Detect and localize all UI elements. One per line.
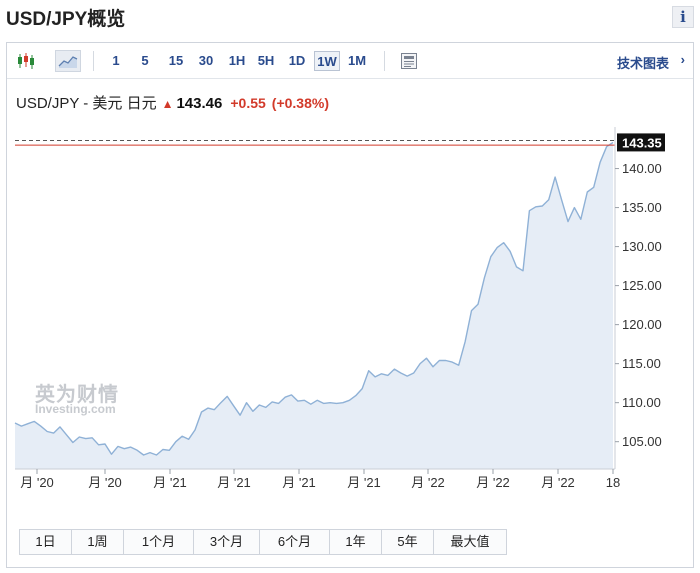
- x-tick-label: 月 '22: [411, 475, 445, 490]
- area-chart-icon[interactable]: [55, 50, 81, 72]
- y-tick-label: 125.00: [622, 278, 662, 293]
- range-1w-button[interactable]: 1周: [72, 530, 124, 554]
- tech-chart-link[interactable]: 技术图表: [616, 56, 669, 71]
- interval-15[interactable]: 15: [168, 53, 184, 68]
- last-price: 143.46: [176, 95, 223, 112]
- page-title: USD/JPY概览: [6, 9, 126, 30]
- interval-1w[interactable]: 1W: [314, 51, 340, 71]
- watermark-en: Investing.com: [35, 402, 116, 416]
- up-arrow-icon: ▲: [161, 97, 174, 111]
- range-1y-button[interactable]: 1年: [330, 530, 382, 554]
- x-tick-label: 月 '20: [88, 475, 122, 490]
- toolbar-divider: [384, 51, 385, 71]
- x-tick-label: 月 '22: [476, 475, 510, 490]
- investing-watermark: 英为财情 Investing.com: [35, 385, 119, 415]
- y-tick-label: 120.00: [622, 317, 662, 332]
- price-area: [15, 142, 613, 469]
- y-tick-label: 130.00: [622, 239, 662, 254]
- interval-30[interactable]: 30: [198, 53, 214, 68]
- x-tick-label: 月 '21: [347, 475, 381, 490]
- range-max-button[interactable]: 最大值: [434, 530, 506, 554]
- interval-1m[interactable]: 1M: [347, 53, 367, 68]
- chart-toolbar: 1 5 15 30 1H 5H 1D 1W 1M 技术图表 ›: [7, 43, 693, 79]
- price-change: +0.55: [230, 95, 266, 111]
- price-chart[interactable]: 105.00 110.00 115.00 120.00 125.00 130.00 135.…: [7, 43, 693, 508]
- toolbar-divider: [93, 51, 94, 71]
- interval-1[interactable]: 1: [112, 53, 120, 68]
- chart-panel: 1 5 15 30 1H 5H 1D 1W 1M 技术图表 › USD/JPY …: [6, 42, 694, 568]
- candlestick-icon[interactable]: [13, 50, 39, 72]
- quote-line: USD/JPY - 美元 日元 ▲ 143.46 +0.55 (+0.38%): [16, 92, 329, 114]
- x-tick-label: 月 '22: [541, 475, 575, 490]
- x-tick-label: 18: [606, 475, 620, 490]
- price-line: [14, 141, 614, 456]
- y-tick-label: 110.00: [622, 395, 661, 410]
- range-1d-button[interactable]: 1日: [20, 530, 72, 554]
- currency-pair-label: USD/JPY - 美元 日元: [16, 95, 157, 112]
- range-1m-button[interactable]: 1个月: [124, 530, 194, 554]
- interval-1d[interactable]: 1D: [288, 53, 306, 68]
- y-tick-label: 115.00: [622, 356, 661, 371]
- price-change-percent: (+0.38%): [271, 95, 329, 111]
- range-selector: 1日 1周 1个月 3个月 6个月 1年 5年 最大值: [19, 529, 507, 555]
- y-tick-label: 135.00: [622, 200, 662, 215]
- last-price-badge-label: 143.35: [622, 135, 662, 150]
- interval-5h[interactable]: 5H: [257, 53, 275, 68]
- last-price-badge: [617, 133, 665, 152]
- interval-1h[interactable]: 1H: [228, 53, 246, 68]
- watermark-cn: 英为财情: [35, 384, 119, 406]
- x-tick-label: 月 '21: [282, 475, 316, 490]
- range-6m-button[interactable]: 6个月: [260, 530, 330, 554]
- range-3m-button[interactable]: 3个月: [194, 530, 260, 554]
- info-icon[interactable]: i: [672, 6, 694, 28]
- x-tick-label: 月 '20: [20, 475, 54, 490]
- range-5y-button[interactable]: 5年: [382, 530, 434, 554]
- x-tick-label: 月 '21: [217, 475, 251, 490]
- news-icon[interactable]: [396, 50, 422, 72]
- y-tick-label: 140.00: [622, 161, 662, 176]
- chevron-right-icon[interactable]: ›: [680, 52, 685, 67]
- y-tick-label: 105.00: [622, 434, 662, 449]
- x-tick-label: 月 '21: [153, 475, 187, 490]
- interval-5[interactable]: 5: [141, 53, 149, 68]
- price-chart-svg: 105.00 110.00 115.00 120.00 125.00 130.00 135.…: [14, 127, 665, 490]
